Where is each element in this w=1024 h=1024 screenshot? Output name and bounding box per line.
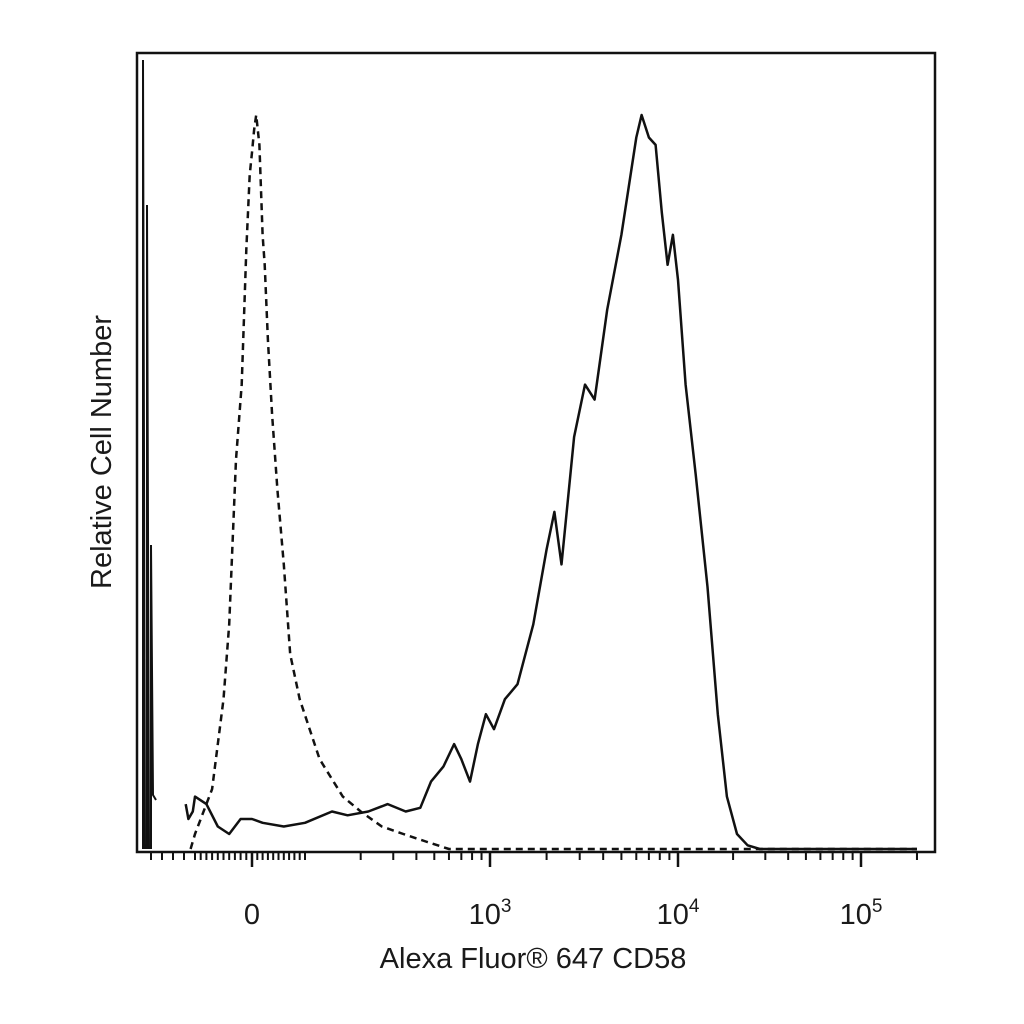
x-tick-label: 104 <box>657 896 700 931</box>
x-major-ticks <box>250 852 863 867</box>
x-axis-label: Alexa Fluor® 647 CD58 <box>380 943 687 975</box>
plot-frame <box>135 51 937 854</box>
dashed-series-line <box>189 113 917 851</box>
x-minor-ticks <box>150 852 918 860</box>
series-layer <box>142 59 917 851</box>
x-tick-label: 0 <box>244 899 260 931</box>
y-axis-label: Relative Cell Number <box>86 315 118 589</box>
x-tick-labels: 0 103 104 105 <box>244 896 882 931</box>
x-tick-label: 105 <box>840 896 883 931</box>
x-tick-label: 103 <box>469 896 512 931</box>
left-edge-spike <box>142 59 157 850</box>
solid-series-line <box>184 113 917 851</box>
